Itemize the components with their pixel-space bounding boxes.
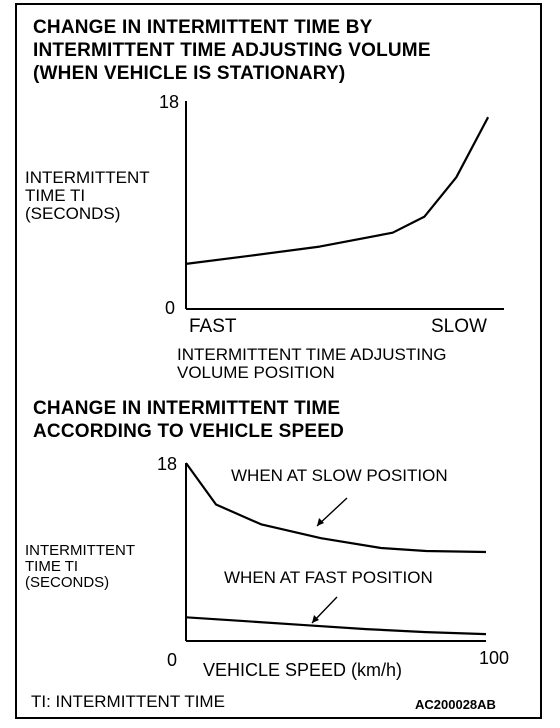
chart2-ylabel-line2: TIME TI: [25, 558, 79, 575]
chart2-series-line-0: [185, 462, 487, 554]
chart2-title-line1: CHANGE IN INTERMITTENT TIME: [33, 398, 341, 419]
chart2-xtick-0: 0: [167, 650, 178, 670]
chart1-ylabel-line1: INTERMITTENT: [25, 168, 150, 187]
slow-label-arrowhead: [317, 518, 324, 526]
chart2-ylabel-line1: INTERMITTENT: [25, 542, 135, 559]
chart1-ytick-0: 0: [165, 298, 175, 318]
chart1-ylabel-line2: TIME TI: [25, 186, 86, 205]
chart1-series-line-0: [185, 116, 490, 265]
chart2-xlabel: VEHICLE SPEED (km/h): [203, 660, 403, 680]
chart1-title-line2: INTERMITTENT TIME ADJUSTING VOLUME: [33, 40, 431, 61]
chart2-title-line2: ACCORDING TO VEHICLE SPEED: [33, 421, 344, 442]
chart1-xlabel-line2: VOLUME POSITION: [177, 363, 335, 382]
charts-svg: 18 0 18: [157, 92, 504, 642]
chart1-ytick-18: 18: [159, 92, 179, 112]
chart1-ylabel-line3: (SECONDS): [25, 204, 121, 223]
chart2-series-fast-label: WHEN AT FAST POSITION: [224, 568, 433, 587]
chart2-ylabel-line3: (SECONDS): [25, 574, 110, 591]
fast-label-arrowhead: [312, 615, 319, 623]
chart2-series-slow-label: WHEN AT SLOW POSITION: [231, 466, 448, 485]
chart2-series-line-1: [185, 616, 487, 636]
figure-frame: CHANGE IN INTERMITTENT TIME BY INTERMITT…: [15, 3, 542, 719]
chart1-series-group: [185, 116, 490, 265]
chart1-xlabel-line1: INTERMITTENT TIME ADJUSTING: [177, 345, 447, 364]
chart2-series-group: [185, 462, 487, 636]
figure-code: AC200028AB: [415, 697, 496, 712]
footer-note: TI: INTERMITTENT TIME: [31, 692, 225, 711]
chart2-xtick-100: 100: [479, 648, 510, 668]
chart1-xtick-fast: FAST: [189, 316, 237, 337]
chart1-title-line3: (WHEN VEHICLE IS STATIONARY): [33, 63, 346, 84]
chart1-xtick-slow: SLOW: [431, 316, 487, 337]
chart2-ytick-18: 18: [157, 454, 177, 474]
chart1-title-line1: CHANGE IN INTERMITTENT TIME BY: [33, 17, 373, 38]
